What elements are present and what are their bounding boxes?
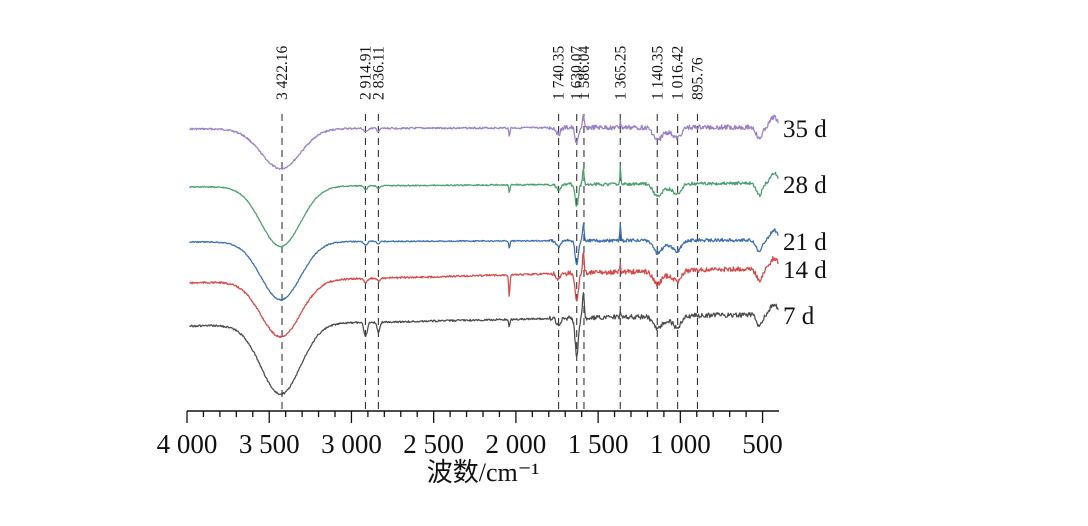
spectrum-line — [189, 113, 779, 170]
x-tick-label: 1 000 — [650, 429, 711, 459]
x-tick-label: 3 000 — [321, 429, 382, 459]
peak-labels: 3 422.16 2 914.912 836.11 1 740.35 1 630.07… — [274, 46, 706, 101]
peak-label: 3 422.16 — [274, 46, 291, 101]
series-label: 14 d — [783, 257, 827, 284]
x-ticks: 4 000 3 500 3 000 2 500 2 000 1 500 1 000 500 — [157, 411, 783, 459]
x-tick-label: 3 500 — [239, 429, 300, 459]
x-tick-label: 4 000 — [157, 429, 218, 459]
x-tick-label: 2 000 — [486, 429, 547, 459]
peak-label: 1 016.42 — [670, 46, 687, 100]
spectrum-line — [189, 291, 779, 396]
peak-label: 1 630.07 — [569, 46, 586, 101]
spectrum-line — [189, 222, 779, 301]
peak-label: 2 836.11 — [370, 46, 387, 100]
x-tick-label: 2 500 — [403, 429, 464, 459]
x-tick-label: 1 500 — [568, 429, 629, 459]
x-tick-label: 500 — [742, 429, 783, 459]
x-axis-label: 波数/cm⁻¹ — [427, 458, 540, 487]
peak-label: 1 740.35 — [551, 46, 568, 101]
peak-label: 1 365.25 — [612, 46, 629, 101]
series-label: 35 d — [783, 116, 827, 143]
peak-label: 1 140.35 — [649, 46, 666, 101]
series-label: 28 d — [783, 172, 827, 199]
peak-label: 895.76 — [689, 57, 706, 100]
series-label: 21 d — [783, 229, 827, 256]
spectrum-line — [189, 251, 779, 339]
spectra-group — [189, 113, 779, 396]
reference-lines — [281, 114, 699, 411]
peak-label: 1 586.04 — [576, 46, 593, 101]
peak-label: 2 914.91 — [357, 46, 374, 100]
series-labels: 35 d 28 d 21 d14 d 7 d — [783, 116, 827, 330]
series-label: 7 d — [783, 303, 815, 330]
spectrum-line — [189, 164, 779, 248]
